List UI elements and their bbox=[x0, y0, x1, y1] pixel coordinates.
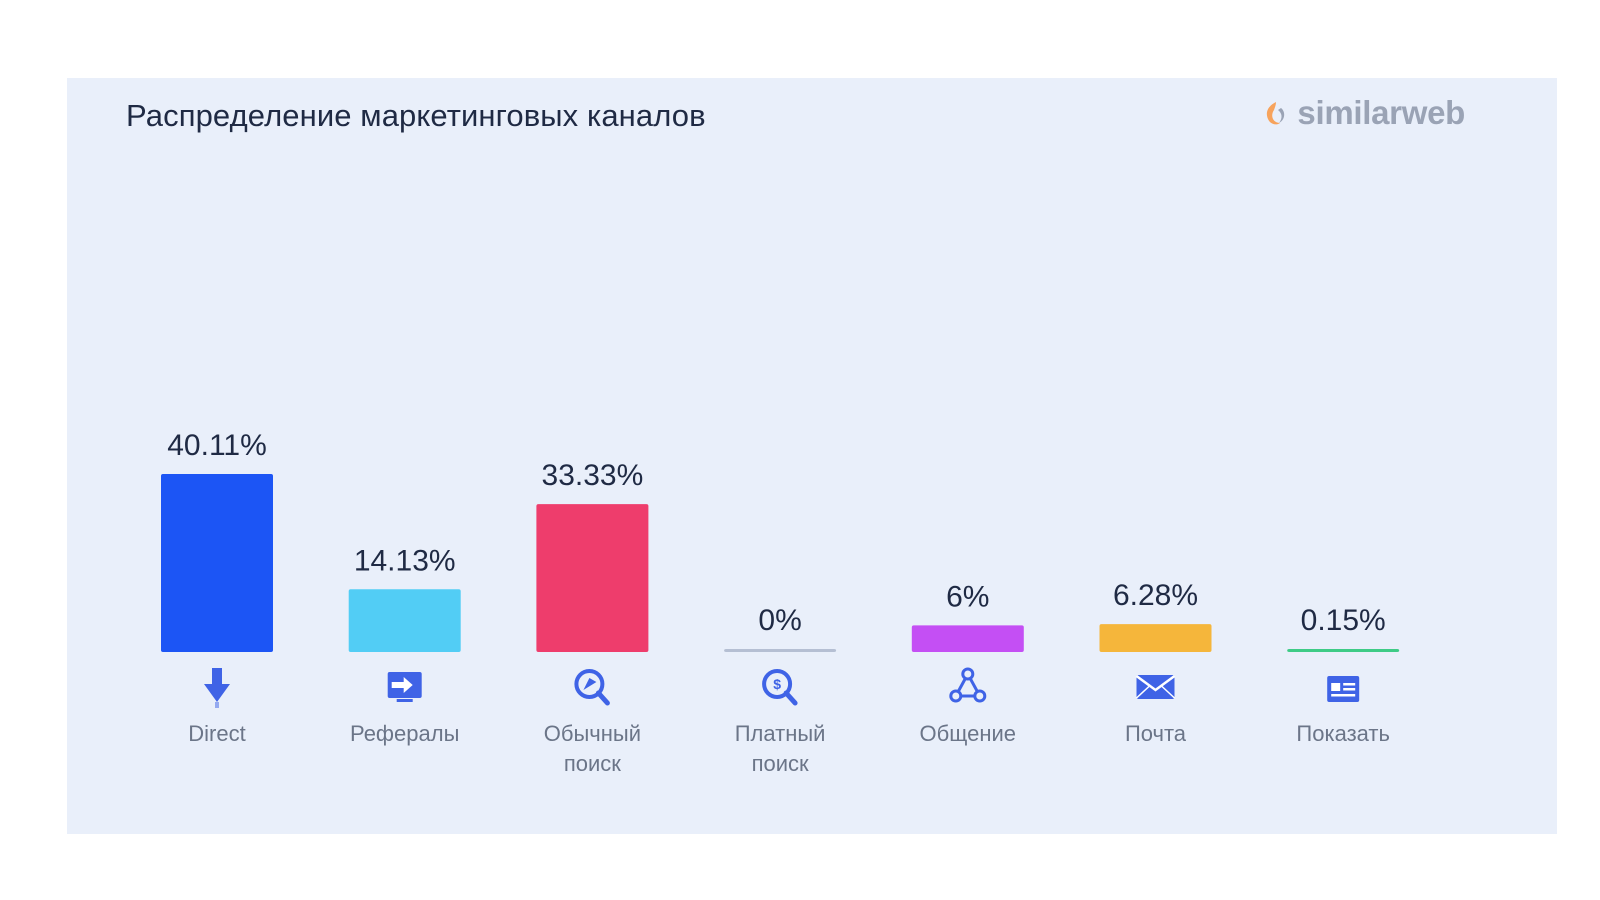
value-label-4: 6% bbox=[946, 580, 989, 613]
bar-2[interactable] bbox=[536, 504, 649, 652]
value-label-5: 6.28% bbox=[1113, 579, 1198, 612]
category-label-5: Почта bbox=[1125, 721, 1187, 746]
arrow-down-icon bbox=[204, 668, 230, 708]
bar-4[interactable] bbox=[911, 625, 1024, 652]
svg-text:$: $ bbox=[773, 676, 781, 692]
category-label-4: Общение bbox=[920, 721, 1016, 746]
display-ad-icon bbox=[1327, 676, 1360, 702]
bar-5[interactable] bbox=[1099, 624, 1212, 652]
category-label-3-line-0: Платный bbox=[735, 721, 826, 746]
category-label-3-line-1: поиск bbox=[752, 751, 809, 776]
value-label-1: 14.13% bbox=[354, 544, 456, 577]
search-icon bbox=[574, 669, 610, 706]
value-label-2: 33.33% bbox=[542, 459, 644, 492]
category-label-2-line-1: поиск bbox=[564, 751, 621, 776]
bar-0[interactable] bbox=[161, 474, 273, 652]
similarweb-logo: similarweb bbox=[1259, 94, 1465, 132]
value-label-0: 40.11% bbox=[167, 429, 267, 462]
bar-chart: 40.11% Direct 14.13% Рефералы 33.33% Обычный п… bbox=[161, 429, 1400, 776]
logo-text: similarweb bbox=[1297, 94, 1465, 131]
paid-search-icon: $ bbox=[762, 669, 798, 706]
category-label-1: Рефералы bbox=[350, 721, 459, 746]
chart-panel: Распределение маркетинговых каналов simi… bbox=[67, 78, 1557, 834]
value-label-3: 0% bbox=[758, 604, 801, 637]
value-label-6: 0.15% bbox=[1301, 604, 1386, 637]
referral-monitor-icon bbox=[387, 672, 422, 702]
bar-3[interactable] bbox=[724, 649, 837, 652]
mail-icon bbox=[1135, 674, 1176, 699]
bar-6[interactable] bbox=[1287, 649, 1400, 652]
similarweb-flame-icon bbox=[1267, 102, 1285, 125]
category-label-6: Показать bbox=[1296, 721, 1390, 746]
category-label-2-line-0: Обычный bbox=[544, 721, 641, 746]
chart-title: Распределение маркетинговых каналов bbox=[126, 98, 706, 133]
bar-1[interactable] bbox=[348, 589, 461, 652]
category-label-0: Direct bbox=[188, 721, 245, 746]
social-network-icon bbox=[949, 667, 987, 703]
